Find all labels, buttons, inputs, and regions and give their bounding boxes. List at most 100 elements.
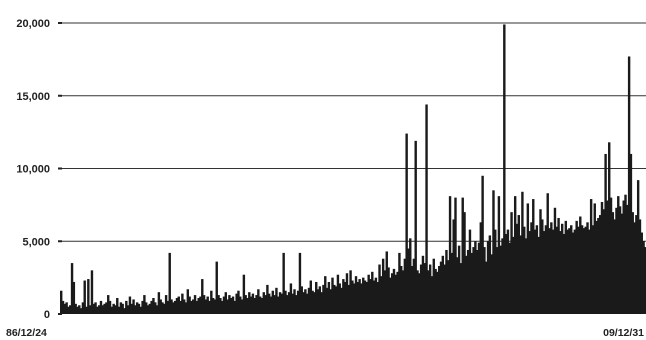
bar bbox=[586, 222, 589, 314]
bar bbox=[483, 247, 486, 314]
bar bbox=[325, 287, 329, 314]
bar bbox=[414, 140, 417, 314]
bar bbox=[608, 142, 611, 314]
bar bbox=[201, 279, 204, 314]
bar bbox=[624, 194, 627, 314]
bar bbox=[396, 271, 399, 314]
bar bbox=[602, 209, 605, 314]
bar bbox=[360, 283, 363, 314]
bar bbox=[199, 296, 202, 314]
bar bbox=[560, 223, 564, 314]
bar bbox=[233, 300, 237, 314]
bar bbox=[304, 289, 307, 314]
bar bbox=[172, 302, 175, 314]
bar bbox=[465, 255, 468, 314]
bar bbox=[349, 270, 352, 314]
bar bbox=[365, 281, 369, 314]
bar bbox=[112, 303, 115, 314]
bar bbox=[564, 220, 568, 314]
bar bbox=[72, 281, 76, 314]
bar bbox=[280, 293, 284, 314]
bar bbox=[394, 274, 398, 314]
bar bbox=[300, 286, 303, 314]
bar bbox=[320, 292, 323, 314]
bar bbox=[309, 280, 312, 314]
bar bbox=[475, 249, 479, 314]
bar bbox=[367, 274, 370, 314]
bar bbox=[409, 238, 412, 314]
bar bbox=[168, 252, 171, 314]
bar bbox=[495, 247, 499, 314]
bar bbox=[485, 261, 488, 314]
bar bbox=[515, 223, 519, 314]
bar bbox=[237, 290, 240, 314]
bar bbox=[220, 300, 224, 314]
bar bbox=[555, 226, 558, 314]
bar bbox=[175, 298, 179, 314]
bar bbox=[544, 225, 548, 314]
bar bbox=[636, 180, 640, 314]
bar bbox=[83, 280, 86, 314]
bar bbox=[638, 219, 642, 314]
bar bbox=[351, 280, 354, 314]
bar bbox=[63, 303, 67, 314]
bar bbox=[117, 306, 121, 314]
bar bbox=[385, 251, 388, 314]
bar bbox=[244, 295, 247, 314]
bar bbox=[228, 295, 231, 314]
bar bbox=[210, 290, 213, 314]
bar bbox=[376, 281, 379, 314]
bar bbox=[506, 229, 510, 314]
bar bbox=[423, 263, 426, 314]
x-tick-label-start: 86/12/24 bbox=[6, 327, 47, 339]
bar bbox=[447, 260, 450, 314]
bar bbox=[327, 281, 331, 314]
bar bbox=[524, 238, 528, 314]
bar bbox=[479, 222, 483, 314]
bar bbox=[101, 305, 105, 314]
bar bbox=[571, 232, 575, 314]
bar bbox=[562, 233, 566, 314]
bar bbox=[277, 296, 280, 314]
bar bbox=[419, 264, 423, 314]
bar bbox=[380, 276, 383, 314]
bar bbox=[298, 252, 302, 314]
bar bbox=[584, 226, 587, 314]
bar bbox=[94, 302, 97, 314]
y-tick-label: 15,000 bbox=[16, 91, 50, 103]
bar bbox=[553, 207, 557, 314]
bar bbox=[182, 299, 186, 314]
bar bbox=[128, 296, 132, 314]
bar bbox=[146, 305, 150, 314]
bar bbox=[76, 306, 79, 314]
bar bbox=[215, 261, 218, 314]
bar bbox=[222, 296, 226, 314]
bar bbox=[580, 225, 584, 314]
bar bbox=[452, 219, 455, 314]
bar bbox=[566, 229, 569, 314]
bar bbox=[253, 298, 256, 314]
bar bbox=[526, 203, 530, 314]
bar bbox=[74, 303, 77, 314]
bar bbox=[606, 200, 609, 314]
bar bbox=[392, 268, 396, 314]
bar bbox=[97, 305, 101, 314]
bar bbox=[551, 229, 555, 314]
bar bbox=[640, 232, 643, 314]
bar bbox=[293, 289, 296, 314]
bar bbox=[105, 302, 108, 314]
y-tick-label: 0 bbox=[44, 309, 50, 321]
bar bbox=[322, 284, 325, 314]
bar bbox=[591, 225, 595, 314]
bar bbox=[184, 302, 188, 314]
bar bbox=[517, 215, 520, 314]
bar bbox=[208, 300, 211, 314]
bar bbox=[61, 300, 65, 314]
bar bbox=[242, 274, 246, 314]
bar bbox=[230, 298, 233, 314]
bar bbox=[548, 228, 551, 314]
bar bbox=[195, 300, 199, 314]
bar bbox=[448, 196, 452, 314]
bar bbox=[441, 255, 445, 314]
